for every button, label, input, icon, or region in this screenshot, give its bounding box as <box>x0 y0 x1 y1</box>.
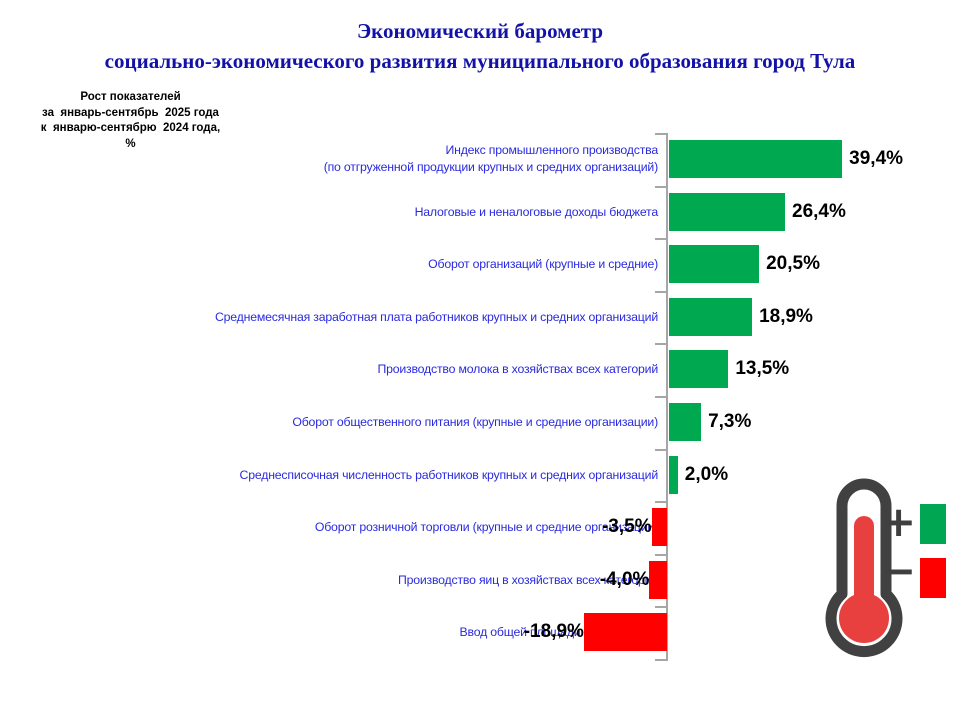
zero-axis-line <box>666 133 668 661</box>
bar-category-label: Оборот организаций (крупные и средние) <box>38 238 658 290</box>
axis-tick <box>655 396 666 398</box>
chart-subtitle: Рост показателей за январь-сентябрь 2025… <box>18 90 243 152</box>
axis-tick <box>655 448 666 451</box>
bar-row: Ввод общей площади жилых домов -18,9% <box>0 606 960 658</box>
bar-row: Налоговые и неналоговые доходы бюджета 26… <box>0 186 960 238</box>
title-line-2: социально-экономического развития муници… <box>104 49 856 73</box>
bar-category-label: Оборот общественного питания (крупные и … <box>38 396 658 448</box>
bar-negative <box>651 508 667 547</box>
category-label-line-1: Налоговые и неналоговые доходы бюджета <box>414 204 659 219</box>
bar-negative <box>649 560 667 599</box>
axis-tick <box>655 133 666 135</box>
axis-tick <box>655 185 666 188</box>
subtitle-line-3: к январю-сентябрю 2024 года, <box>40 122 221 134</box>
subtitle-line-2: за январь-сентябрь 2025 года <box>42 106 219 119</box>
bar-category-label: Производство яиц в хозяйствах всех катег… <box>38 554 658 606</box>
bar-positive <box>669 245 760 284</box>
thermometer-icon <box>825 478 903 658</box>
bar-row: Оборот общественного питания (крупные и … <box>0 396 960 448</box>
bar-value-label: -18,9% <box>523 621 584 643</box>
category-label-line-1: Оборот организаций (крупные и средние) <box>428 257 658 272</box>
bar-positive <box>669 140 843 178</box>
legend-positive-swatch <box>920 504 946 544</box>
legend-minus-sign: − <box>881 546 917 595</box>
axis-tick <box>655 606 666 609</box>
bar-category-label: Налоговые и неналоговые доходы бюджета <box>38 186 659 238</box>
axis-tick <box>655 290 666 293</box>
page-title: Экономический барометр социально-экономи… <box>0 16 960 76</box>
bar-category-label: Среднемесячная заработная плата работник… <box>38 291 658 343</box>
bar-category-label: Среднесписочная численность работников к… <box>38 449 659 501</box>
bar-positive <box>669 297 753 336</box>
bar-positive <box>669 192 786 231</box>
bar-value-label: 13,5% <box>735 358 790 380</box>
bar-row: Производство яиц в хозяйствах всех катег… <box>0 554 960 606</box>
category-label-line-2: (по отгруженной продукции крупных и сред… <box>323 160 658 174</box>
subtitle-line-1: Рост показателей <box>80 91 181 103</box>
title-line-1: Экономический барометр <box>356 19 604 43</box>
category-label-line-1: Среднесписочная численность работников к… <box>239 467 659 482</box>
axis-tick <box>655 343 666 346</box>
bar-positive <box>669 350 729 389</box>
legend: + − <box>812 468 960 664</box>
bar-value-label: -3,5% <box>601 516 652 538</box>
bar-category-label: Индекс промышленного производства (по отг… <box>38 133 658 185</box>
category-label-line-1: Индекс промышленного производства <box>445 143 658 157</box>
bar-value-label: 18,9% <box>759 305 813 327</box>
bar-value-label: -4,0% <box>599 568 650 590</box>
bar-value-label: 2,0% <box>684 463 729 485</box>
bar-value-label: 20,5% <box>766 253 820 275</box>
bar-negative <box>583 613 667 652</box>
category-label-line-1: Оборот розничной торговли (крупные и сре… <box>314 520 658 535</box>
bar-value-label: 39,4% <box>849 148 904 169</box>
axis-tick <box>655 659 666 661</box>
bar-positive <box>669 455 678 494</box>
axis-tick <box>655 553 666 556</box>
bar-row: Среднемесячная заработная плата работник… <box>0 291 960 343</box>
bar-row: Оборот организаций (крупные и средние) 20… <box>0 238 960 290</box>
category-label-line-1: Производство яиц в хозяйствах всех катег… <box>397 572 658 587</box>
axis-tick <box>655 238 666 241</box>
legend-plus-sign: + <box>881 497 917 546</box>
bar-row: Производство молока в хозяйствах всех ка… <box>0 343 960 395</box>
category-label-line-1: Производство молока в хозяйствах всех ка… <box>377 362 658 377</box>
bar-positive <box>669 403 702 441</box>
bar-category-label: Оборот розничной торговли (крупные и сре… <box>38 501 658 553</box>
axis-tick <box>655 501 666 504</box>
bar-value-label: 26,4% <box>792 200 846 222</box>
category-label-line-1: Среднемесячная заработная плата работник… <box>214 309 658 324</box>
bar-row: Среднесписочная численность работников к… <box>0 449 960 501</box>
bar-row: Индекс промышленного производства (по отг… <box>0 133 960 185</box>
bar-category-label: Производство молока в хозяйствах всех ка… <box>38 343 658 395</box>
bar-row: Оборот розничной торговли (крупные и сре… <box>0 501 960 553</box>
subtitle-line-4: % <box>125 137 136 150</box>
legend-negative-swatch <box>920 558 946 598</box>
category-label-line-1: Оборот общественного питания (крупные и … <box>292 415 658 429</box>
bar-value-label: 7,3% <box>708 411 752 432</box>
